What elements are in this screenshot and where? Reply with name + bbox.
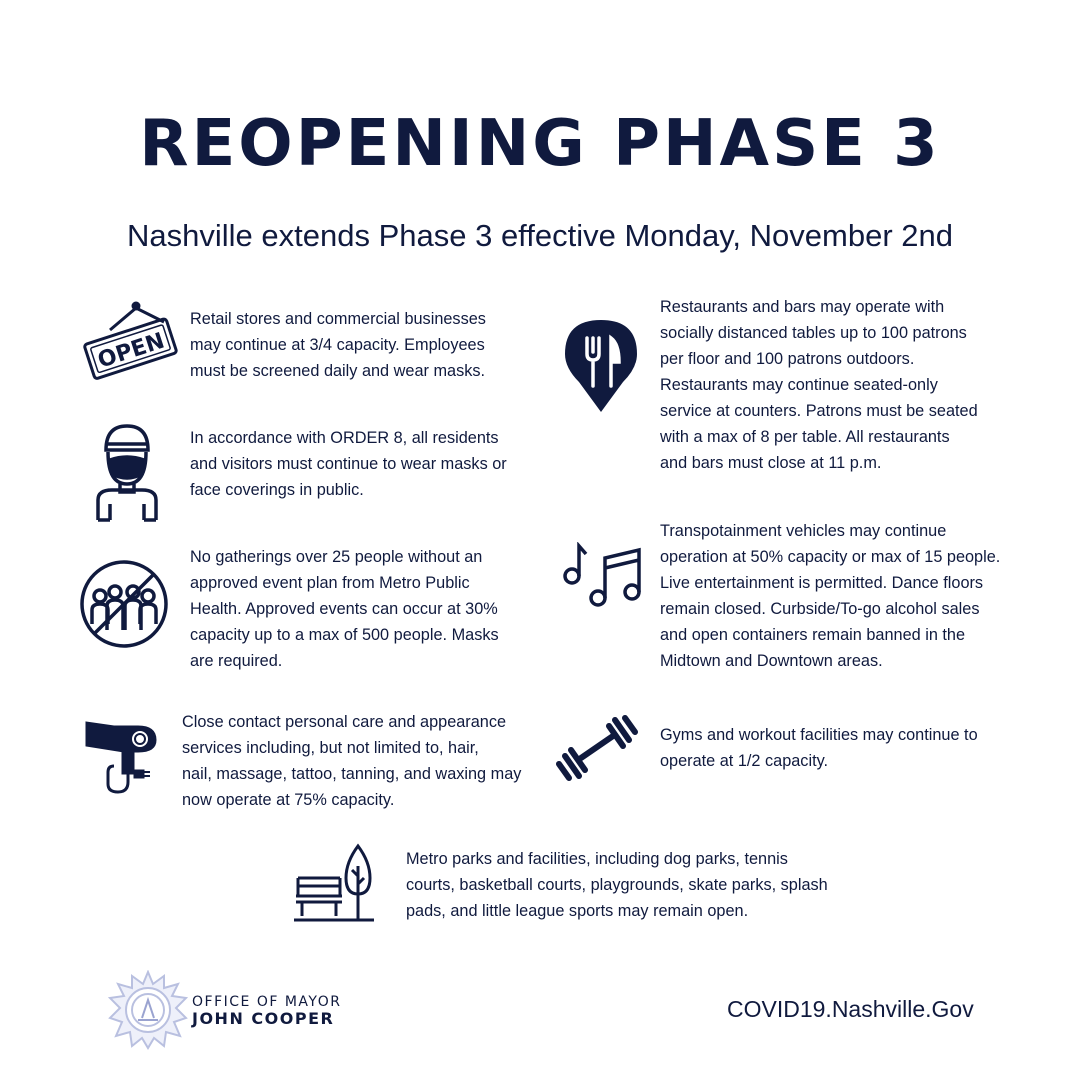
text-line: per floor and 100 patrons outdoors. xyxy=(660,350,915,368)
text-line: now operate at 75% capacity. xyxy=(182,791,395,809)
text-line: Retail stores and commercial businesses xyxy=(190,310,486,328)
text-line: and visitors must continue to wear masks… xyxy=(190,455,507,473)
text-line: must be screened daily and wear masks. xyxy=(190,362,486,380)
metro-nashville-seal-icon xyxy=(108,970,188,1050)
text-line: may continue at 3/4 capacity. Employees xyxy=(190,336,485,354)
text-line: courts, basketball courts, playgrounds, … xyxy=(406,876,828,894)
text-line: No gatherings over 25 people without an xyxy=(190,548,483,566)
office-of-mayor-logo-text: OFFICE OF MAYOR JOHN COOPER xyxy=(192,994,341,1028)
gatherings-info: No gatherings over 25 people without an a… xyxy=(190,544,499,674)
text-line: socially distanced tables up to 100 patr… xyxy=(660,324,967,342)
masked-person-icon xyxy=(96,424,158,522)
website-url[interactable]: COVID19.Nashville.Gov xyxy=(727,996,974,1022)
text-line: Restaurants and bars may operate with xyxy=(660,298,945,316)
text-line: face coverings in public. xyxy=(190,481,364,499)
text-line: and open containers remain banned in the xyxy=(660,626,966,644)
text-line: Close contact personal care and appearan… xyxy=(182,713,507,731)
park-bench-tree-icon xyxy=(294,843,374,922)
text-line: nail, massage, tattoo, tanning, and waxi… xyxy=(182,765,522,783)
text-line: Midtown and Downtown areas. xyxy=(660,652,883,670)
text-line: Metro parks and facilities, including do… xyxy=(406,850,788,868)
text-line: Health. Approved events can occur at 30% xyxy=(190,600,498,618)
text-line: services including, but not limited to, … xyxy=(182,739,479,757)
entertainment-info: Transpotainment vehicles may continue ope… xyxy=(660,518,1000,674)
hair-dryer-icon xyxy=(85,721,157,794)
restaurants-info: Restaurants and bars may operate with soc… xyxy=(660,294,978,476)
parks-info: Metro parks and facilities, including do… xyxy=(406,846,828,924)
text-line: with a max of 8 per table. All restauran… xyxy=(660,428,950,446)
masks-info: In accordance with ORDER 8, all resident… xyxy=(190,425,507,503)
retail-info: Retail stores and commercial businesses m… xyxy=(190,306,486,384)
personal-care-info: Close contact personal care and appearan… xyxy=(182,709,521,813)
restaurant-pin-icon xyxy=(565,320,637,412)
dumbbell-icon xyxy=(556,715,638,781)
text-line: and bars must close at 11 p.m. xyxy=(660,454,882,472)
text-line: capacity up to a max of 500 people. Mask… xyxy=(190,626,499,644)
text-line: are required. xyxy=(190,652,283,670)
text-line: In accordance with ORDER 8, all resident… xyxy=(190,429,499,447)
text-line: remain closed. Curbside/To-go alcohol sa… xyxy=(660,600,980,618)
text-line: Transpotainment vehicles may continue xyxy=(660,522,947,540)
text-line: Gyms and workout facilities may continue… xyxy=(660,726,978,744)
text-line: pads, and little league sports may remai… xyxy=(406,902,749,920)
text-line: Restaurants may continue seated-only xyxy=(660,376,938,394)
text-line: service at counters. Patrons must be sea… xyxy=(660,402,978,420)
text-line: operate at 1/2 capacity. xyxy=(660,752,829,770)
gyms-info: Gyms and workout facilities may continue… xyxy=(660,722,978,774)
page-title: REOPENING PHASE 3 xyxy=(139,107,941,181)
page-subtitle: Nashville extends Phase 3 effective Mond… xyxy=(127,218,953,253)
open-sign-icon: OPEN xyxy=(83,301,178,380)
text-line: approved event plan from Metro Public xyxy=(190,574,470,592)
text-line: operation at 50% capacity or max of 15 p… xyxy=(660,548,1001,566)
office-line: OFFICE OF MAYOR xyxy=(192,994,342,1010)
no-gatherings-icon xyxy=(80,560,168,648)
music-notes-icon xyxy=(563,542,641,607)
text-line: Live entertainment is permitted. Dance f… xyxy=(660,574,984,592)
mayor-name: JOHN COOPER xyxy=(192,1009,335,1028)
